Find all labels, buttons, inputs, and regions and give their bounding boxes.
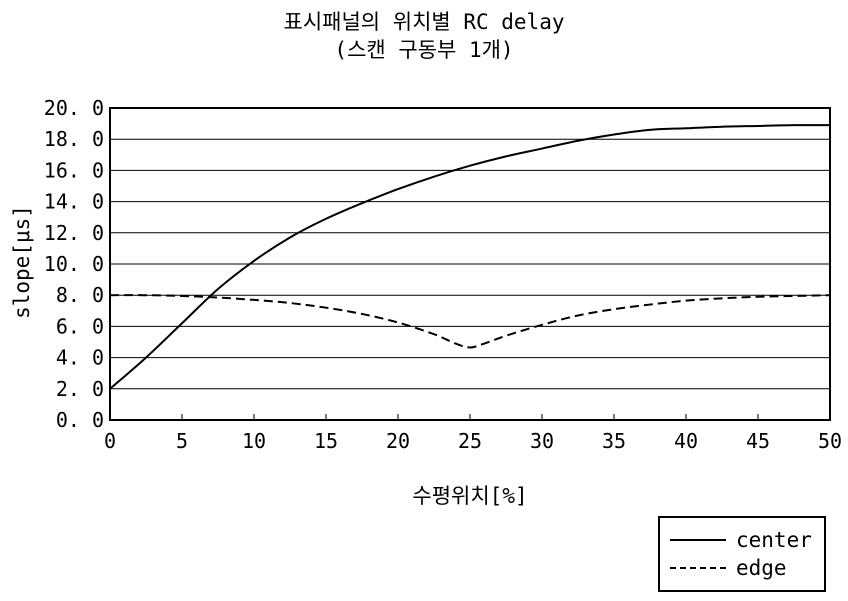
y-tick-label: 0. 0 <box>56 408 104 432</box>
series-line-edge <box>110 295 830 347</box>
series-line-center <box>110 125 830 389</box>
legend-label-center: center <box>736 528 812 552</box>
chart-legend: center edge <box>658 516 826 592</box>
x-tick-label: 15 <box>314 429 338 453</box>
y-tick-label: 12. 0 <box>44 221 104 245</box>
y-tick-label: 16. 0 <box>44 158 104 182</box>
x-tick-label: 0 <box>104 429 116 453</box>
x-tick-label: 25 <box>458 429 482 453</box>
series-lines <box>110 125 830 389</box>
legend-item-edge: edge <box>670 556 787 580</box>
x-tick-label: 50 <box>818 429 842 453</box>
chart-subtitle: (스캔 구동부 1개) <box>0 34 848 64</box>
y-tick-label: 4. 0 <box>56 346 104 370</box>
x-tick-label: 30 <box>530 429 554 453</box>
y-tick-label: 10. 0 <box>44 252 104 276</box>
legend-item-center: center <box>670 528 812 552</box>
x-tick-label: 5 <box>176 429 188 453</box>
x-tick-label: 20 <box>386 429 410 453</box>
chart-title: 표시패널의 위치별 RC delay <box>0 6 848 36</box>
x-tick-label: 40 <box>674 429 698 453</box>
y-tick-label: 18. 0 <box>44 127 104 151</box>
y-tick-label: 2. 0 <box>56 377 104 401</box>
legend-label-edge: edge <box>736 556 787 580</box>
y-tick-label: 20. 0 <box>44 96 104 120</box>
y-tick-label: 6. 0 <box>56 314 104 338</box>
y-tick-label: 8. 0 <box>56 283 104 307</box>
x-tick-label: 45 <box>746 429 770 453</box>
y-axis-label: slope[μs] <box>10 182 34 342</box>
x-tick-label: 35 <box>602 429 626 453</box>
legend-swatch-edge <box>670 567 726 569</box>
legend-swatch-center <box>670 539 726 541</box>
gridlines <box>110 139 830 389</box>
y-axis-ticks: 0. 0 2. 0 4. 0 6. 0 8. 0 10. 0 12. 0 14. 0 16. 0… <box>44 96 104 432</box>
y-tick-label: 14. 0 <box>44 190 104 214</box>
x-axis-label: 수평위치[%] <box>110 480 830 510</box>
x-tick-label: 10 <box>242 429 266 453</box>
